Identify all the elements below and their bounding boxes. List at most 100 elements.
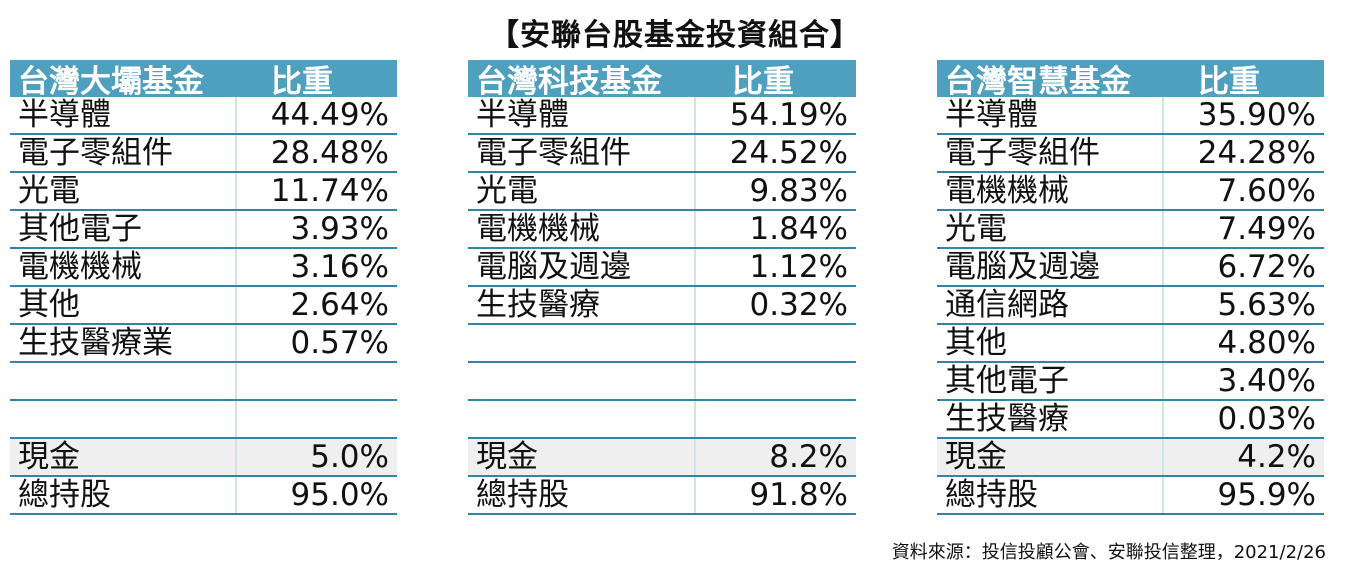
weight-value <box>237 401 397 437</box>
fund-table-1: 台灣大壩基金 比重 半導體 44.49% 電子零組件 28.48% 光電 11.74%… <box>10 60 397 515</box>
industry-label: 其他 <box>10 287 237 323</box>
cash-label: 現金 <box>468 439 696 475</box>
table-row: 電機機械 3.16% <box>10 249 397 287</box>
table-row: 半導體 44.49% <box>10 97 397 135</box>
industry-label: 通信網路 <box>937 287 1164 323</box>
table-row: 半導體 35.90% <box>937 97 1324 135</box>
weight-value: 3.93% <box>290 211 389 247</box>
industry-label: 電子零組件 <box>937 135 1164 171</box>
total-value: 95.9% <box>1217 477 1316 513</box>
industry-label: 其他電子 <box>10 211 237 247</box>
table-row: 電機機械 1.84% <box>468 211 856 249</box>
industry-label <box>468 401 696 437</box>
table-row: 電腦及週邊 1.12% <box>468 249 856 287</box>
weight-value: 5.63% <box>1217 287 1316 323</box>
table-row: 光電 9.83% <box>468 173 856 211</box>
weight-value: 0.57% <box>290 325 389 361</box>
weight-value: 35.90% <box>1197 97 1316 133</box>
cash-label: 現金 <box>10 439 237 475</box>
table-row: 電子零組件 28.48% <box>10 135 397 173</box>
cash-label: 現金 <box>937 439 1164 475</box>
industry-label: 光電 <box>10 173 237 209</box>
industry-label: 電子零組件 <box>468 135 696 171</box>
industry-label: 生技醫療 <box>937 401 1164 437</box>
fund-table-2: 台灣科技基金 比重 半導體 54.19% 電子零組件 24.52% 光電 9.83% … <box>468 60 856 515</box>
table-row: 生技醫療業 0.57% <box>10 325 397 363</box>
weight-value: 24.52% <box>729 135 848 171</box>
total-value: 91.8% <box>749 477 848 513</box>
industry-label: 光電 <box>937 211 1164 247</box>
table-row: 電機機械 7.60% <box>937 173 1324 211</box>
table-row <box>468 325 856 363</box>
table-row: 生技醫療 0.32% <box>468 287 856 325</box>
weight-value: 7.49% <box>1217 211 1316 247</box>
table-row: 電腦及週邊 6.72% <box>937 249 1324 287</box>
weight-value <box>696 363 856 399</box>
table-row: 其他 2.64% <box>10 287 397 325</box>
fund-table-3: 台灣智慧基金 比重 半導體 35.90% 電子零組件 24.28% 電機機械 7.60… <box>937 60 1324 515</box>
weight-value: 44.49% <box>270 97 389 133</box>
weight-value: 9.83% <box>749 173 848 209</box>
table-row <box>468 363 856 401</box>
table-row: 通信網路 5.63% <box>937 287 1324 325</box>
fund-name: 台灣科技基金 <box>476 64 662 100</box>
industry-label: 半導體 <box>10 97 237 133</box>
table-header: 台灣科技基金 比重 <box>468 60 856 100</box>
weight-value: 1.84% <box>749 211 848 247</box>
weight-value <box>696 401 856 437</box>
weight-value <box>696 325 856 361</box>
industry-label: 半導體 <box>937 97 1164 133</box>
table-row: 其他電子 3.93% <box>10 211 397 249</box>
industry-label: 電機機械 <box>937 173 1164 209</box>
weight-value: 2.64% <box>290 287 389 323</box>
total-label: 總持股 <box>10 477 237 513</box>
source-note: 資料來源：投信投顧公會、安聯投信整理，2021/2/26 <box>891 542 1326 563</box>
table-header: 台灣大壩基金 比重 <box>10 60 397 100</box>
industry-label <box>468 325 696 361</box>
weight-header: 比重 <box>271 64 333 100</box>
weight-value: 24.28% <box>1197 135 1316 171</box>
table-row <box>10 401 397 439</box>
table-row: 其他電子 3.40% <box>937 363 1324 401</box>
industry-label: 電腦及週邊 <box>937 249 1164 285</box>
page-title: 【安聯台股基金投資組合】 <box>489 18 861 53</box>
industry-label: 其他電子 <box>937 363 1164 399</box>
industry-label: 電子零組件 <box>10 135 237 171</box>
industry-label: 電機機械 <box>10 249 237 285</box>
table-row: 光電 7.49% <box>937 211 1324 249</box>
total-row: 總持股 95.0% <box>10 477 397 515</box>
weight-value: 6.72% <box>1217 249 1316 285</box>
cash-value: 5.0% <box>310 439 389 475</box>
cash-row: 現金 5.0% <box>10 439 397 477</box>
table-row <box>10 363 397 401</box>
weight-value: 54.19% <box>729 97 848 133</box>
table-row: 其他 4.80% <box>937 325 1324 363</box>
cash-value: 8.2% <box>769 439 848 475</box>
weight-value: 7.60% <box>1217 173 1316 209</box>
total-label: 總持股 <box>468 477 696 513</box>
industry-label: 其他 <box>937 325 1164 361</box>
weight-value: 3.40% <box>1217 363 1316 399</box>
total-row: 總持股 95.9% <box>937 477 1324 515</box>
table-row: 電子零組件 24.52% <box>468 135 856 173</box>
table-row: 半導體 54.19% <box>468 97 856 135</box>
total-value: 95.0% <box>290 477 389 513</box>
weight-value <box>237 363 397 399</box>
cash-value: 4.2% <box>1237 439 1316 475</box>
table-row: 生技醫療 0.03% <box>937 401 1324 439</box>
weight-value: 0.03% <box>1217 401 1316 437</box>
cash-row: 現金 8.2% <box>468 439 856 477</box>
cash-row: 現金 4.2% <box>937 439 1324 477</box>
table-row: 光電 11.74% <box>10 173 397 211</box>
industry-label: 生技醫療業 <box>10 325 237 361</box>
industry-label: 半導體 <box>468 97 696 133</box>
industry-label: 生技醫療 <box>468 287 696 323</box>
fund-name: 台灣智慧基金 <box>945 64 1131 100</box>
weight-header: 比重 <box>1198 64 1260 100</box>
total-label: 總持股 <box>937 477 1164 513</box>
industry-label <box>10 401 237 437</box>
table-row: 電子零組件 24.28% <box>937 135 1324 173</box>
weight-value: 0.32% <box>749 287 848 323</box>
fund-name: 台灣大壩基金 <box>18 64 204 100</box>
industry-label: 電機機械 <box>468 211 696 247</box>
